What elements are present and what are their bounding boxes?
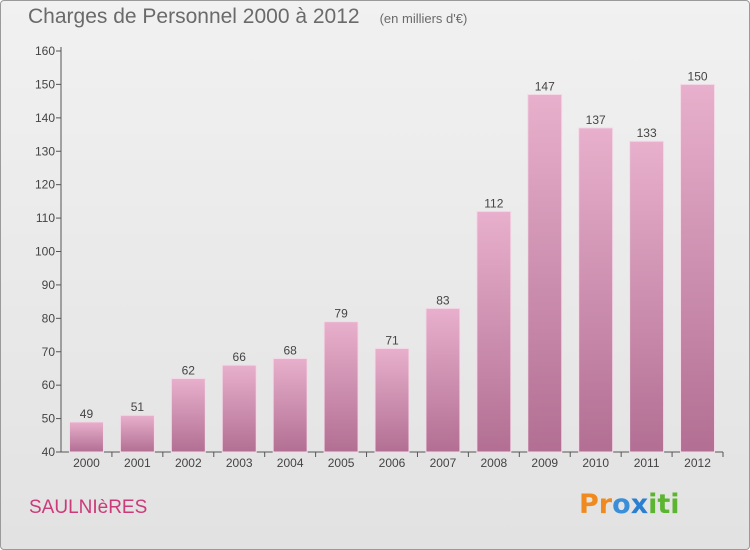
y-tick-label: 80 (42, 311, 56, 325)
bar (374, 347, 410, 453)
proxiti-logo[interactable]: Proxiti (579, 489, 680, 520)
y-tick-label: 130 (35, 144, 55, 158)
bar (476, 210, 512, 453)
bars (68, 83, 716, 453)
x-tick-label: 2004 (277, 456, 304, 470)
bar-value-label: 112 (484, 196, 503, 210)
bar (629, 140, 665, 453)
y-tick-label: 90 (42, 278, 56, 292)
y-tick-label: 160 (35, 44, 55, 58)
chart-title-row: Charges de Personnel 2000 à 2012 (en mil… (28, 5, 467, 29)
bar (323, 321, 359, 453)
x-axis: 2000 2001 2002 2003 2004 2005 2006 2007 2008 2009… (61, 451, 724, 470)
bar-value-label: 133 (637, 126, 657, 140)
logo-letter: t (657, 489, 671, 520)
y-tick-label: 40 (42, 445, 56, 459)
bar-value-label: 66 (233, 350, 247, 364)
bar (119, 414, 155, 453)
bar-value-label: 68 (283, 343, 297, 357)
bar (221, 364, 257, 453)
y-axis: 40 50 60 70 80 90 100 110 120 130 140 150 160 (35, 44, 62, 459)
y-tick-label: 60 (42, 378, 56, 392)
x-tick-label: 2007 (430, 456, 457, 470)
y-tick-label: 120 (35, 178, 55, 192)
bar-value-label: 62 (182, 363, 196, 377)
y-tick-label: 150 (35, 77, 55, 91)
bar (68, 421, 104, 453)
bar-value-label: 137 (586, 113, 606, 127)
commune-name: SAULNIèRES (29, 497, 148, 518)
bar-value-label: 71 (385, 333, 399, 347)
x-tick-label: 2011 (634, 456, 660, 470)
x-tick-label: 2001 (124, 456, 151, 470)
bar-value-label: 49 (80, 407, 94, 421)
logo-letter: r (598, 489, 613, 520)
bar (272, 357, 308, 453)
bar (578, 127, 614, 453)
logo-letter: i (670, 489, 680, 520)
y-tick-label: 100 (35, 245, 55, 259)
x-tick-label: 2003 (226, 456, 253, 470)
y-tick-label: 50 (42, 412, 56, 426)
bar-value-label: 150 (688, 69, 708, 83)
x-tick-label: 2008 (480, 456, 507, 470)
logo-letter: x (630, 489, 649, 520)
x-tick-label: 2002 (175, 456, 202, 470)
y-tick-label: 140 (35, 111, 55, 125)
bar (170, 377, 206, 453)
bar-value-label: 79 (334, 307, 348, 321)
chart-title: Charges de Personnel 2000 à 2012 (28, 5, 360, 28)
data-labels: 49 51 62 66 68 79 71 83 112 147 137 133 150 (80, 69, 708, 421)
x-tick-label: 2006 (379, 456, 406, 470)
x-tick-label: 2009 (531, 456, 558, 470)
x-tick-label: 2000 (73, 456, 100, 470)
x-tick-label: 2010 (582, 456, 609, 470)
bar (680, 83, 716, 453)
bar (527, 93, 563, 453)
x-tick-label: 2012 (684, 456, 711, 470)
x-tick-label: 2005 (328, 456, 355, 470)
chart-subtitle: (en milliers d'€) (379, 11, 468, 26)
bar (425, 307, 461, 453)
bar-value-label: 51 (131, 400, 145, 414)
bar-value-label: 83 (436, 293, 450, 307)
y-tick-label: 70 (42, 345, 56, 359)
logo-letter: o (612, 489, 631, 520)
logo-letter: i (648, 489, 658, 520)
logo-letter: P (579, 489, 599, 520)
y-tick-label: 110 (36, 211, 55, 225)
bar-value-label: 147 (535, 79, 555, 93)
